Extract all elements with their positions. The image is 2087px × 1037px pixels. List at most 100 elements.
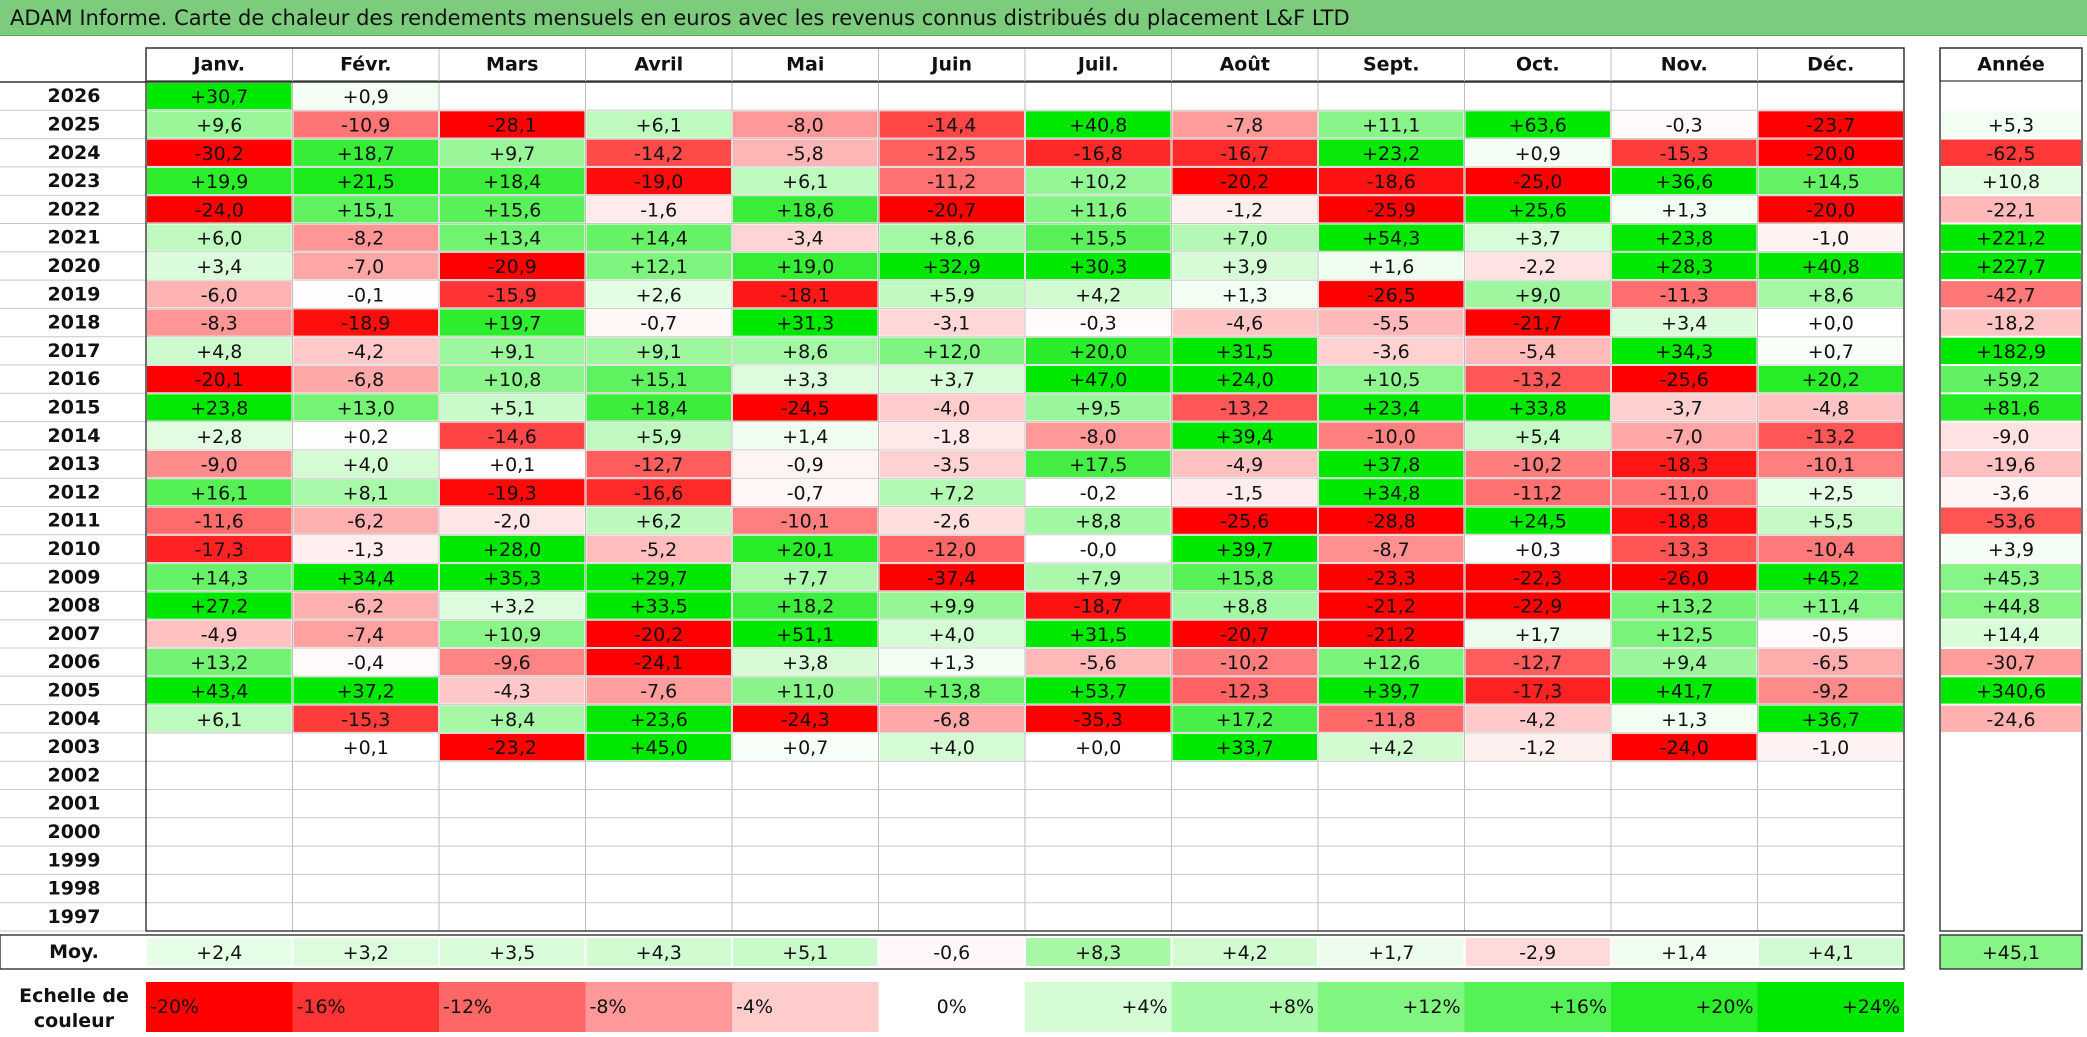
heat-cell (1465, 620, 1610, 647)
average-cell (1319, 938, 1464, 966)
column-header: Mars (486, 54, 538, 76)
cell-value: -6,0 (201, 284, 238, 306)
cell-value: -20,1 (195, 369, 244, 391)
annual-value: +227,7 (1976, 256, 2046, 278)
year-label: 2013 (48, 453, 101, 475)
heat-cell (1172, 422, 1317, 449)
heat-cell (733, 281, 878, 308)
heat-cell (1758, 167, 1903, 195)
year-label: 2004 (48, 708, 101, 730)
cell-value: -2,2 (1519, 256, 1556, 278)
cell-value: +15,1 (630, 369, 688, 391)
cell-value: +1,3 (1661, 199, 1707, 221)
heat-cell (147, 535, 292, 563)
cell-value: +13,2 (1655, 596, 1713, 618)
heat-cell (879, 705, 1024, 732)
scale-swatch (439, 982, 586, 1032)
cell-value: -4,9 (201, 624, 238, 646)
cell-value: +15,5 (1069, 228, 1127, 250)
heat-cell (1758, 366, 1903, 393)
heat-cell (293, 83, 438, 110)
heat-cell (1612, 535, 1757, 563)
heat-cell (733, 733, 878, 761)
annual-cell (1941, 394, 2081, 421)
cell-value: -0,3 (1666, 114, 1703, 136)
cell-value: -10,9 (341, 114, 390, 136)
year-label: 2025 (48, 113, 101, 135)
heat-cell (586, 281, 731, 308)
scale-swatch (1025, 982, 1172, 1032)
annual-cell (1941, 507, 2081, 534)
heat-cell (879, 337, 1024, 364)
heat-cell (1319, 677, 1464, 704)
heat-cell (1465, 535, 1610, 563)
scale-swatch (732, 982, 879, 1032)
heat-cell (440, 733, 585, 761)
column-header: Sept. (1363, 54, 1419, 76)
heat-cell (586, 649, 731, 676)
cell-value: +9,7 (489, 143, 535, 165)
heat-cell (1026, 167, 1171, 195)
heat-cell (1465, 507, 1610, 534)
heat-cell (1319, 167, 1464, 195)
annual-value: -18,2 (1986, 313, 2035, 335)
heat-cell (1612, 281, 1757, 308)
cell-value: +1,7 (1515, 624, 1561, 646)
cell-value: -1,5 (1226, 482, 1263, 504)
scale-swatch (146, 982, 293, 1032)
heat-cell (733, 479, 878, 506)
heat-cell (1172, 564, 1317, 591)
heat-cell (1612, 450, 1757, 478)
cell-value: -9,0 (201, 454, 238, 476)
cell-value: -16,7 (1220, 143, 1269, 165)
cell-value: +27,2 (190, 596, 248, 618)
scale-swatch (292, 982, 439, 1032)
heat-cell (440, 309, 585, 336)
cell-value: +25,6 (1509, 199, 1567, 221)
heat-cell (1026, 733, 1171, 761)
column-header: Nov. (1661, 54, 1708, 76)
cell-value: -8,3 (201, 313, 238, 335)
cell-value: -30,2 (195, 143, 244, 165)
heat-cell (1465, 252, 1610, 280)
cell-value: -24,0 (1660, 737, 1709, 759)
annual-cell (1941, 450, 2081, 478)
cell-value: -20,0 (1806, 143, 1855, 165)
heat-cell (1465, 309, 1610, 336)
heat-cell (586, 337, 731, 364)
year-label: 2021 (48, 227, 101, 249)
cell-value: +12,5 (1655, 624, 1713, 646)
cell-value: +6,1 (196, 709, 242, 731)
cell-value: -7,6 (640, 680, 677, 702)
scale-step-label: -20% (150, 996, 199, 1018)
cell-value: +2,6 (636, 284, 682, 306)
heat-cell (440, 224, 585, 251)
heat-cell (1758, 705, 1903, 732)
cell-value: -11,2 (1513, 482, 1562, 504)
heat-cell (1026, 224, 1171, 251)
heat-cell (1026, 196, 1171, 223)
annual-value: +10,8 (1982, 171, 2040, 193)
cell-value: +3,4 (1661, 313, 1707, 335)
heat-cell (1172, 366, 1317, 393)
heat-cell (879, 139, 1024, 166)
heat-cell (879, 677, 1024, 704)
heat-cell (586, 196, 731, 223)
cell-value: -35,3 (1074, 709, 1123, 731)
heat-cell (586, 252, 731, 280)
heat-cell (1465, 564, 1610, 591)
year-label: 2009 (48, 566, 101, 588)
heat-cell (293, 224, 438, 251)
cell-value: -10,2 (1513, 454, 1562, 476)
heat-cell (1612, 479, 1757, 506)
heat-cell (1026, 535, 1171, 563)
average-label: Moy. (49, 941, 99, 963)
column-header: Janv. (192, 54, 245, 76)
cell-value: -1,0 (1812, 228, 1849, 250)
cell-value: -24,0 (195, 199, 244, 221)
cell-value: +28,3 (1655, 256, 1713, 278)
cell-value: +18,6 (776, 199, 834, 221)
cell-value: +0,3 (1515, 539, 1561, 561)
cell-value: +41,7 (1655, 680, 1713, 702)
heat-cell (1026, 479, 1171, 506)
